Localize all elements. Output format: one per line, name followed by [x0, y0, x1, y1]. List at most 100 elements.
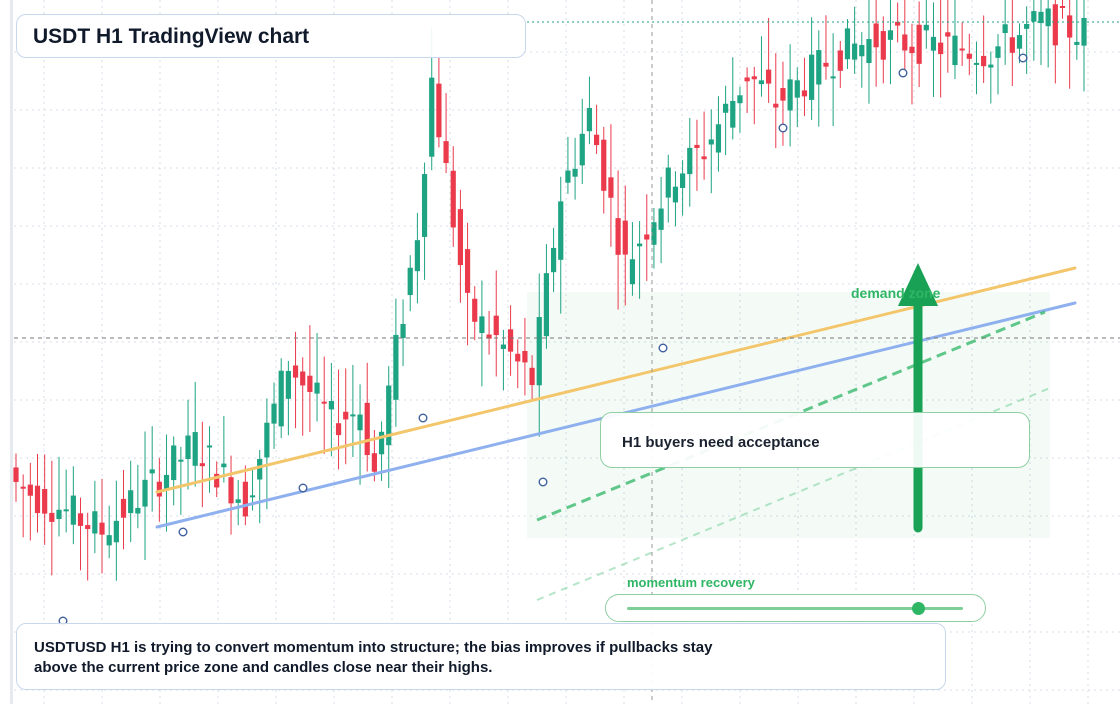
candle-body: [973, 62, 980, 65]
candle-body: [773, 103, 779, 108]
candle: [1024, 6, 1030, 74]
candle: [680, 160, 686, 216]
candle-body: [952, 35, 958, 66]
candle: [400, 299, 406, 367]
candle: [479, 280, 485, 387]
candle: [651, 207, 657, 269]
pivot-marker: [898, 68, 908, 78]
candle: [142, 431, 148, 561]
candle: [472, 286, 478, 341]
candle-body: [930, 36, 937, 51]
candle-body: [27, 484, 33, 496]
candle-body: [909, 46, 915, 54]
candle: [421, 162, 428, 280]
candle-body: [242, 481, 248, 517]
pivot-marker: [538, 477, 548, 487]
candle-body: [113, 520, 119, 543]
candle-body: [178, 459, 184, 462]
candle: [314, 333, 320, 422]
candle-body: [70, 495, 76, 525]
candle: [1031, 0, 1037, 61]
pivot-markers: [58, 53, 1028, 626]
candle: [307, 325, 313, 432]
candle: [622, 185, 628, 306]
candle: [350, 364, 356, 457]
candle-body: [77, 513, 84, 526]
candle-body: [844, 28, 851, 60]
candle: [357, 384, 363, 485]
candle-body: [938, 42, 944, 55]
momentum-knob[interactable]: [912, 602, 926, 615]
candle: [70, 466, 76, 545]
candle-body: [249, 495, 256, 498]
candle: [644, 194, 650, 281]
candle-body: [866, 39, 872, 64]
candle-body: [687, 147, 693, 175]
candle: [945, 0, 951, 73]
candle: [1038, 0, 1044, 66]
candle-body: [1081, 17, 1087, 46]
pivot-marker: [178, 527, 188, 537]
candle: [1009, 0, 1015, 87]
candle: [199, 421, 205, 508]
candle: [816, 30, 822, 127]
candle-body: [364, 402, 370, 456]
candle-body: [830, 76, 836, 79]
candle-body: [880, 31, 886, 60]
candle: [593, 104, 600, 154]
candle-body: [1024, 23, 1030, 29]
candle: [56, 456, 62, 537]
candle-body: [744, 77, 750, 82]
candle-body: [378, 431, 385, 455]
candle: [615, 170, 621, 310]
candle-body: [443, 141, 449, 164]
candle-body: [1074, 41, 1080, 45]
pivot-marker: [1018, 53, 1028, 63]
candle-body: [171, 445, 177, 481]
candle-body: [42, 489, 48, 514]
candle: [493, 270, 499, 377]
candle: [328, 362, 334, 457]
candle-body: [1038, 11, 1044, 24]
candle: [343, 368, 349, 465]
candle-body: [163, 474, 170, 489]
candle-body: [622, 220, 628, 255]
candle: [163, 434, 170, 532]
candle: [486, 310, 492, 355]
candle: [1059, 0, 1066, 19]
candle-body: [13, 467, 19, 482]
candle-body: [1009, 37, 1015, 53]
candle: [92, 480, 98, 554]
candle-body: [278, 370, 284, 427]
candle: [300, 357, 306, 436]
candle-body: [199, 463, 205, 467]
candle: [938, 0, 944, 98]
candle: [128, 460, 134, 543]
candle: [866, 0, 872, 104]
candle-body: [529, 367, 535, 386]
candle: [852, 6, 858, 74]
candle: [701, 111, 707, 180]
caption-card: USDTUSD H1 is trying to convert momentum…: [16, 623, 946, 690]
candle: [27, 462, 33, 541]
candle-body: [801, 90, 808, 97]
candles: [13, 0, 1087, 581]
candle: [113, 480, 119, 581]
candle: [1081, 0, 1087, 92]
candle-body: [1052, 4, 1058, 46]
candle: [192, 381, 198, 487]
title-card: USDT H1 TradingView chart: [16, 14, 526, 58]
candle: [830, 33, 836, 127]
candle-body: [142, 479, 148, 507]
candle-body: [558, 201, 564, 260]
candle-body: [99, 522, 105, 535]
candle-body: [758, 80, 765, 85]
candle-body: [350, 414, 356, 417]
candle-body: [34, 485, 41, 514]
pivot-marker: [298, 483, 308, 493]
candle: [916, 1, 922, 88]
candle: [586, 76, 593, 145]
candle: [13, 453, 19, 502]
candle-body: [995, 46, 1001, 58]
